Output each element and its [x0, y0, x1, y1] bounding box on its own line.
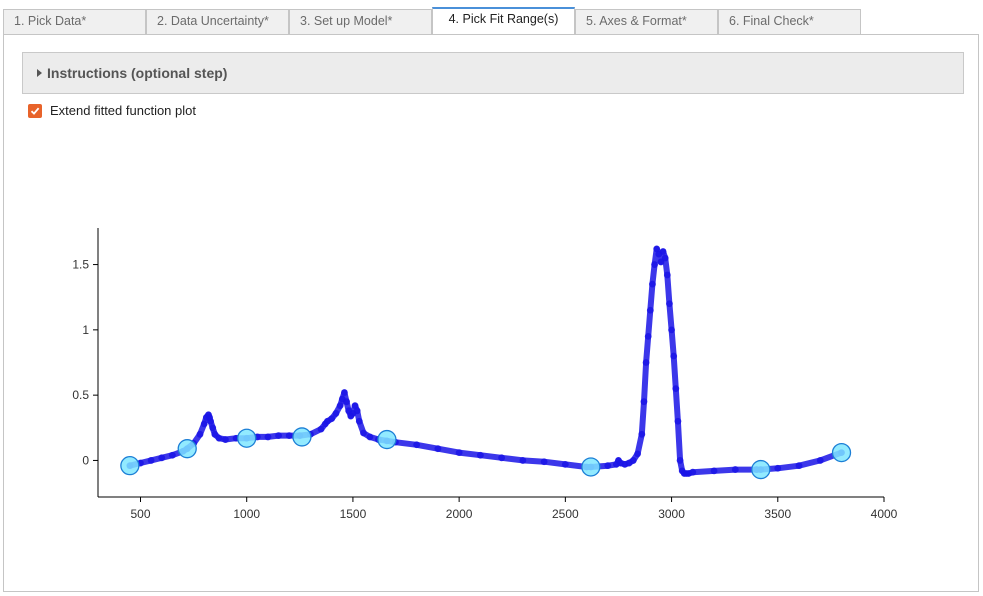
- instructions-accordion[interactable]: Instructions (optional step): [22, 52, 964, 94]
- data-point: [275, 432, 282, 440]
- data-point: [651, 261, 658, 268]
- data-point: [343, 398, 350, 406]
- data-point: [200, 420, 208, 428]
- instructions-label: Instructions (optional step): [47, 65, 228, 81]
- data-point: [147, 457, 155, 464]
- tab-set-up-model[interactable]: 3. Set up Model*: [289, 9, 432, 34]
- y-tick-label: 1: [82, 323, 89, 337]
- data-point: [710, 467, 718, 475]
- data-point: [663, 271, 671, 279]
- data-point: [561, 460, 569, 468]
- data-point: [668, 326, 675, 334]
- tab-pick-data[interactable]: 1. Pick Data*: [3, 9, 146, 34]
- x-tick-label: 1500: [340, 507, 367, 521]
- data-point: [355, 417, 363, 425]
- data-point: [209, 424, 217, 432]
- extend-fit-label: Extend fitted function plot: [50, 103, 196, 118]
- y-tick-label: 0.5: [72, 388, 89, 402]
- y-tick-label: 1.5: [72, 258, 89, 272]
- x-tick-label: 500: [130, 507, 150, 521]
- data-point: [285, 432, 293, 440]
- data-point: [168, 451, 176, 459]
- fit-range-handle[interactable]: [831, 442, 852, 463]
- tab-pick-fit-ranges[interactable]: 4. Pick Fit Range(s): [432, 7, 575, 34]
- data-point: [455, 449, 463, 457]
- expand-triangle-icon: [37, 69, 42, 77]
- data-point: [332, 410, 340, 417]
- data-point: [207, 417, 214, 425]
- data-point: [317, 425, 325, 433]
- data-point: [604, 462, 612, 470]
- data-point: [774, 464, 782, 472]
- tab-data-uncertainty[interactable]: 2. Data Uncertainty*: [146, 9, 289, 34]
- extend-fit-checkbox-row: Extend fitted function plot: [28, 103, 196, 119]
- x-tick-label: 1000: [233, 507, 260, 521]
- data-point: [638, 430, 646, 438]
- data-point: [659, 248, 667, 255]
- fit-range-handle[interactable]: [237, 428, 257, 448]
- fit-range-handle[interactable]: [581, 457, 601, 477]
- data-point: [413, 441, 421, 449]
- x-tick-label: 2500: [552, 507, 579, 521]
- fit-range-handle[interactable]: [292, 427, 312, 447]
- data-point: [640, 398, 648, 406]
- tab-axes-format[interactable]: 5. Axes & Format*: [575, 9, 718, 34]
- data-point: [795, 462, 803, 470]
- fit-range-handle[interactable]: [120, 456, 140, 476]
- data-point: [649, 280, 656, 288]
- fit-range-handle[interactable]: [177, 439, 197, 459]
- data-point: [434, 445, 442, 453]
- data-point: [642, 359, 650, 366]
- fit-range-handle[interactable]: [377, 429, 397, 450]
- data-point: [674, 417, 682, 425]
- data-point: [629, 457, 637, 464]
- data-point: [689, 468, 697, 476]
- data-point: [670, 352, 678, 360]
- fit-range-handle[interactable]: [751, 459, 771, 480]
- data-point: [498, 454, 506, 462]
- data-point: [353, 407, 361, 415]
- data-point: [366, 433, 374, 441]
- data-point: [264, 433, 272, 441]
- data-point: [540, 458, 548, 466]
- data-point: [215, 434, 223, 442]
- data-point: [634, 450, 641, 458]
- data-point: [519, 457, 527, 464]
- tab-panel: Instructions (optional step) Extend fitt…: [3, 34, 979, 592]
- data-point: [646, 306, 654, 314]
- data-point: [360, 429, 367, 437]
- tab-final-check[interactable]: 6. Final Check*: [718, 9, 861, 34]
- data-point: [644, 332, 652, 340]
- data-point: [158, 454, 166, 462]
- data-point: [676, 457, 684, 464]
- data-point: [222, 436, 229, 443]
- data-point: [672, 385, 680, 393]
- data-point: [816, 457, 824, 464]
- x-tick-label: 2000: [446, 507, 473, 521]
- data-point: [476, 451, 484, 459]
- data-point: [341, 389, 348, 396]
- x-tick-label: 3000: [658, 507, 685, 521]
- x-tick-label: 3500: [764, 507, 791, 521]
- data-point: [196, 430, 204, 438]
- data-point: [731, 466, 739, 473]
- data-point: [336, 402, 344, 409]
- data-point: [351, 402, 359, 409]
- data-point: [661, 254, 669, 262]
- data-point: [666, 300, 673, 308]
- y-tick-label: 0: [82, 453, 89, 467]
- extend-fit-checkbox[interactable]: [28, 104, 42, 118]
- x-tick-label: 4000: [871, 507, 898, 521]
- data-point: [653, 245, 661, 253]
- checkmark-icon: [30, 107, 40, 115]
- data-point: [328, 415, 336, 423]
